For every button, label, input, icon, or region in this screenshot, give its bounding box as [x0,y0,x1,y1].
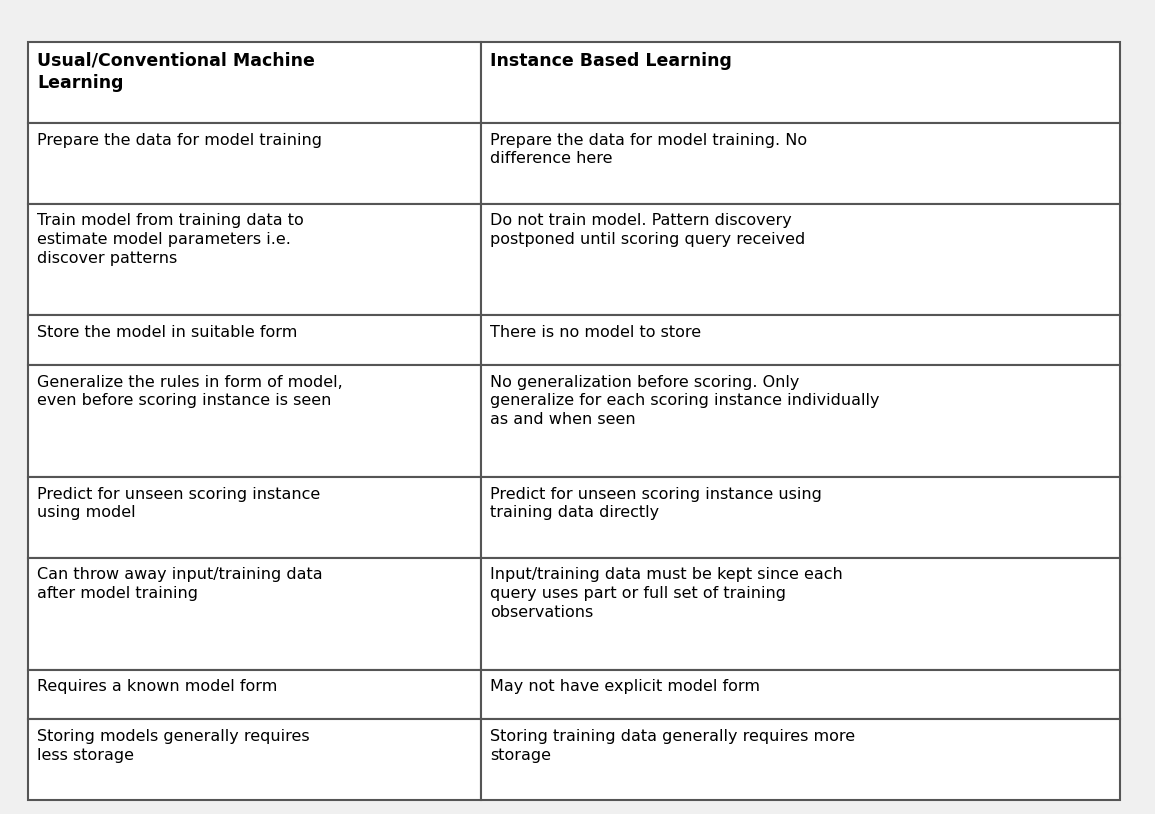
Bar [482,365,1120,477]
Text: Predict for unseen scoring instance
using model: Predict for unseen scoring instance usin… [37,487,320,520]
Bar [482,477,1120,558]
Bar [28,477,482,558]
Text: Instance Based Learning: Instance Based Learning [491,52,732,70]
Text: Predict for unseen scoring instance using
training data directly: Predict for unseen scoring instance usin… [491,487,822,520]
Text: Storing models generally requires
less storage: Storing models generally requires less s… [37,729,310,763]
Text: Usual/Conventional Machine
Learning: Usual/Conventional Machine Learning [37,52,315,92]
Bar [28,365,482,477]
Text: There is no model to store: There is no model to store [491,325,701,340]
Text: Storing training data generally requires more
storage: Storing training data generally requires… [491,729,856,763]
Text: Store the model in suitable form: Store the model in suitable form [37,325,298,340]
Bar [482,720,1120,800]
Text: May not have explicit model form: May not have explicit model form [491,680,760,694]
Bar [482,315,1120,365]
Bar [28,42,482,123]
Bar [482,42,1120,123]
Text: Prepare the data for model training: Prepare the data for model training [37,133,322,147]
Bar [482,123,1120,204]
Bar [482,204,1120,315]
Bar [28,720,482,800]
Text: Requires a known model form: Requires a known model form [37,680,277,694]
Bar [28,558,482,670]
Bar [28,315,482,365]
Text: Do not train model. Pattern discovery
postponed until scoring query received: Do not train model. Pattern discovery po… [491,213,806,247]
Bar [482,558,1120,670]
Text: No generalization before scoring. Only
generalize for each scoring instance indi: No generalization before scoring. Only g… [491,375,880,427]
Text: Generalize the rules in form of model,
even before scoring instance is seen: Generalize the rules in form of model, e… [37,375,343,409]
Text: Input/training data must be kept since each
query uses part or full set of train: Input/training data must be kept since e… [491,567,843,619]
Bar [28,670,482,720]
Bar [482,670,1120,720]
Text: Prepare the data for model training. No
difference here: Prepare the data for model training. No … [491,133,807,166]
Text: Train model from training data to
estimate model parameters i.e.
discover patter: Train model from training data to estima… [37,213,304,265]
Bar [28,204,482,315]
Bar [28,123,482,204]
Text: Can throw away input/training data
after model training: Can throw away input/training data after… [37,567,323,601]
